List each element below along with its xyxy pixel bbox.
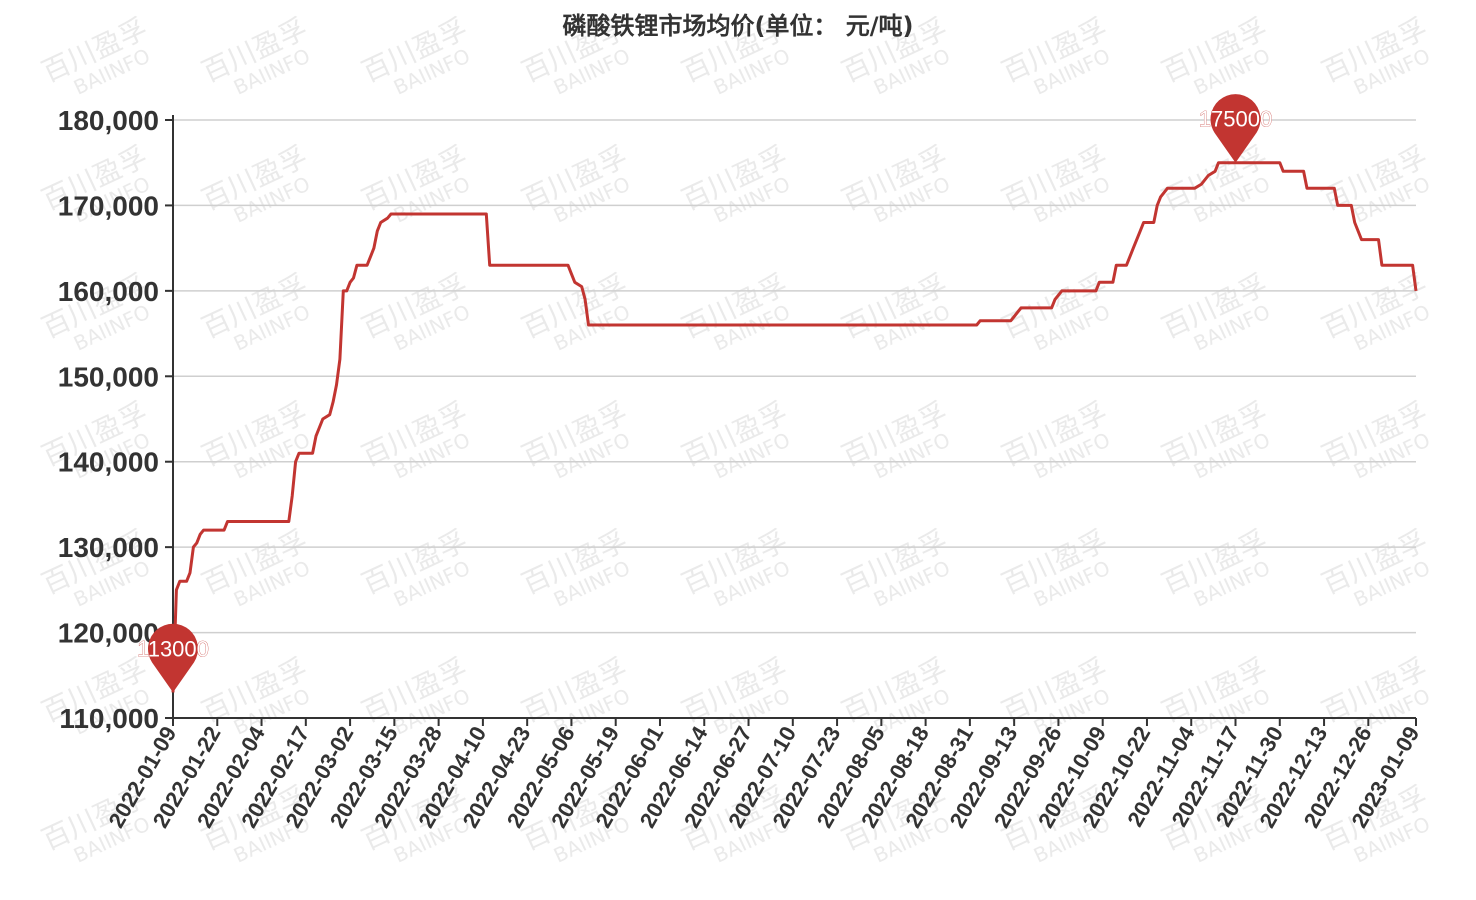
y-tick-label: 120,000 — [58, 618, 159, 649]
y-axis-tick-labels: 110,000 120,000 130,000 140,000 150,000 160,0… — [58, 105, 173, 734]
gridlines — [173, 119, 1416, 634]
marker-pin-label: 175000 — [1199, 107, 1272, 132]
y-tick-label: 150,000 — [58, 361, 159, 392]
y-tick-label: 140,000 — [58, 447, 159, 478]
x-axis: 2022-01-092022-01-222022-02-042022-02-17… — [103, 115, 1424, 832]
chart-title: 磷酸铁锂市场均价(单位： 元/吨) — [562, 12, 913, 40]
y-tick-label: 130,000 — [58, 532, 159, 563]
marker-pin-max: 175000 — [1198, 94, 1273, 163]
y-tick-label: 160,000 — [58, 276, 159, 307]
series-layer — [171, 161, 1418, 693]
marker-pin-label: 113000 — [137, 636, 209, 661]
marker-pin-shape — [1210, 94, 1261, 163]
series-line — [171, 161, 1418, 693]
marker-layer: 113000 175000 — [137, 94, 1273, 693]
marker-pin-shape — [148, 623, 199, 693]
y-tick-label: 180,000 — [58, 105, 159, 136]
y-tick-label: 110,000 — [59, 703, 159, 734]
marker-pin-min: 113000 — [137, 623, 209, 693]
y-tick-label: 170,000 — [58, 190, 159, 221]
